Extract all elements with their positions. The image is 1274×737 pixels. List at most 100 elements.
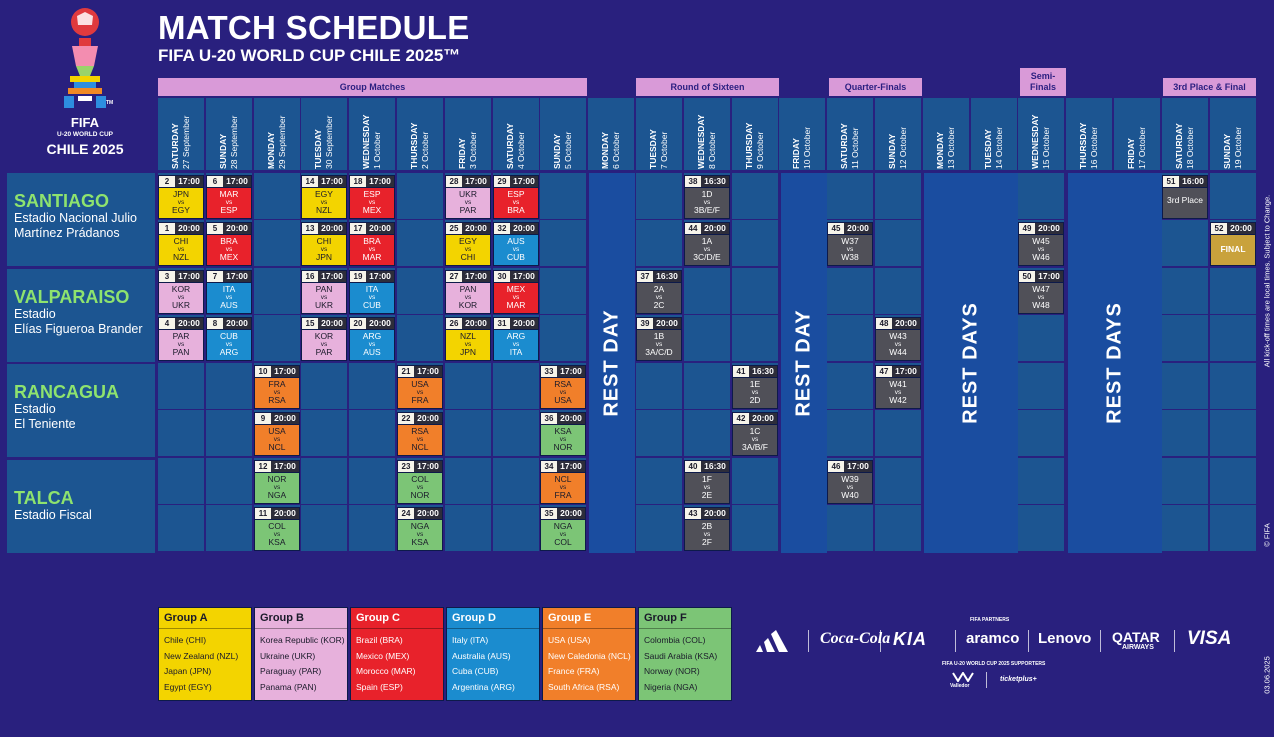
- match-card[interactable]: 38 16:30 1D vs 3B/E/F: [684, 175, 730, 219]
- match-card[interactable]: 19 17:00 ITA vs CUB: [349, 270, 395, 314]
- match-header: 19 17:00: [350, 271, 394, 283]
- match-time: 20:00: [318, 318, 346, 329]
- match-card[interactable]: 15 20:00 KOR vs PAR: [301, 317, 347, 361]
- match-header: 51 16:00: [1163, 176, 1207, 188]
- match-card[interactable]: 32 20:00 AUS vs CUB: [493, 222, 539, 266]
- day-date: 11 October: [850, 127, 860, 169]
- schedule-cell: [1162, 410, 1208, 456]
- match-card[interactable]: 6 17:00 MAR vs ESP: [206, 175, 252, 219]
- match-number: 33: [541, 366, 557, 377]
- match-card[interactable]: 7 17:00 ITA vs AUS: [206, 270, 252, 314]
- match-card[interactable]: 36 20:00 KSA vs NOR: [540, 412, 586, 456]
- day-header: FRIDAY 10 October: [779, 98, 825, 170]
- match-card[interactable]: 23 17:00 COL vs NOR: [397, 460, 443, 504]
- match-card[interactable]: 51 16:00 3rd Place: [1162, 175, 1208, 219]
- vs-label: vs: [751, 435, 759, 443]
- vs-label: vs: [225, 293, 233, 301]
- vs-label: vs: [225, 245, 233, 253]
- match-card[interactable]: 18 17:00 ESP vs MEX: [349, 175, 395, 219]
- match-card[interactable]: 22 20:00 RSA vs NCL: [397, 412, 443, 456]
- match-card[interactable]: 8 20:00 CUB vs ARG: [206, 317, 252, 361]
- match-time: 17:00: [462, 271, 490, 282]
- match-card[interactable]: 41 16:30 1E vs 2D: [732, 365, 778, 409]
- match-card[interactable]: 21 17:00 USA vs FRA: [397, 365, 443, 409]
- match-number: 28: [446, 176, 462, 187]
- match-card[interactable]: 26 20:00 NZL vs JPN: [445, 317, 491, 361]
- match-card[interactable]: 31 20:00 ARG vs ITA: [493, 317, 539, 361]
- schedule-cell: [301, 410, 347, 456]
- match-teams: CHI vs NZL: [159, 235, 203, 263]
- match-card[interactable]: 37 16:30 2A vs 2C: [636, 270, 682, 314]
- match-time: 20:00: [318, 223, 346, 234]
- logo-fifa: FIFA: [70, 115, 100, 130]
- match-card[interactable]: 43 20:00 2B vs 2F: [684, 507, 730, 551]
- match-header: 44 20:00: [685, 223, 729, 235]
- group-team: Panama (PAN): [260, 681, 317, 692]
- match-card[interactable]: 35 20:00 NGA vs COL: [540, 507, 586, 551]
- match-card[interactable]: 14 17:00 EGY vs NZL: [301, 175, 347, 219]
- team-2: AUS: [220, 300, 238, 310]
- match-card[interactable]: 47 17:00 W41 vs W42: [875, 365, 921, 409]
- schedule-cell: [1162, 363, 1208, 409]
- rest-day-label: REST DAY: [792, 309, 815, 417]
- match-card[interactable]: 34 17:00 NCL vs FRA: [540, 460, 586, 504]
- match-card[interactable]: 3 17:00 KOR vs UKR: [158, 270, 204, 314]
- match-card[interactable]: 29 17:00 ESP vs BRA: [493, 175, 539, 219]
- match-card[interactable]: 33 17:00 RSA vs USA: [540, 365, 586, 409]
- day-date: 28 September: [229, 115, 239, 169]
- group-team: Colombia (COL): [644, 635, 706, 645]
- schedule-cell: [827, 410, 873, 456]
- match-card[interactable]: 10 17:00 FRA vs RSA: [254, 365, 300, 409]
- schedule-cell: [875, 505, 921, 551]
- match-card[interactable]: 20 20:00 ARG vs AUS: [349, 317, 395, 361]
- match-card[interactable]: 39 20:00 1B vs 3A/C/D: [636, 317, 682, 361]
- match-card[interactable]: 46 17:00 W39 vs W40: [827, 460, 873, 504]
- adidas-icon: [756, 630, 788, 652]
- match-card[interactable]: 30 17:00 MEX vs MAR: [493, 270, 539, 314]
- match-header: 16 17:00: [302, 271, 346, 283]
- match-card[interactable]: 17 20:00 BRA vs MAR: [349, 222, 395, 266]
- rest-day-column: REST DAY: [781, 173, 827, 553]
- match-card[interactable]: 42 20:00 1C vs 3A/B/F: [732, 412, 778, 456]
- match-teams: USA vs FRA: [398, 378, 442, 406]
- schedule-cell: [1210, 458, 1256, 504]
- vs-label: vs: [177, 245, 185, 253]
- match-card[interactable]: 44 20:00 1A vs 3C/D/E: [684, 222, 730, 266]
- match-time: 20:00: [1227, 223, 1255, 234]
- vs-label: vs: [464, 340, 472, 348]
- match-card[interactable]: 50 17:00 W47 vs W48: [1018, 270, 1064, 314]
- match-card[interactable]: 9 20:00 USA vs NCL: [254, 412, 300, 456]
- match-card[interactable]: 49 20:00 W45 vs W46: [1018, 222, 1064, 266]
- match-card[interactable]: 52 20:00 FINAL: [1210, 222, 1256, 266]
- vs-label: vs: [225, 198, 233, 206]
- match-card[interactable]: 11 20:00 COL vs KSA: [254, 507, 300, 551]
- match-card[interactable]: 28 17:00 UKR vs PAR: [445, 175, 491, 219]
- match-card[interactable]: 27 17:00 PAN vs KOR: [445, 270, 491, 314]
- match-teams: ARG vs AUS: [350, 330, 394, 358]
- match-card[interactable]: 40 16:30 1F vs 2E: [684, 460, 730, 504]
- match-teams: NZL vs JPN: [446, 330, 490, 358]
- match-card[interactable]: 25 20:00 EGY vs CHI: [445, 222, 491, 266]
- match-card[interactable]: 16 17:00 PAN vs UKR: [301, 270, 347, 314]
- schedule-cell: [540, 315, 586, 361]
- schedule-cell: [1018, 458, 1064, 504]
- match-card[interactable]: 12 17:00 NOR vs NGA: [254, 460, 300, 504]
- venue-valparaiso: VALPARAISO Estadio Elías Figueroa Brande…: [7, 269, 155, 362]
- match-card[interactable]: 48 20:00 W43 vs W44: [875, 317, 921, 361]
- partner-qatar-sub: AIRWAYS: [1122, 644, 1154, 651]
- match-number: 31: [494, 318, 510, 329]
- day-header: SATURDAY 11 October: [827, 98, 873, 170]
- group-c-card: Group C Brazil (BRA) Mexico (MEX) Morocco (…: [350, 607, 444, 701]
- match-card[interactable]: 13 20:00 CHI vs JPN: [301, 222, 347, 266]
- match-card[interactable]: 24 20:00 NGA vs KSA: [397, 507, 443, 551]
- match-time: 17:00: [510, 176, 538, 187]
- match-card[interactable]: 45 20:00 W37 vs W38: [827, 222, 873, 266]
- match-card[interactable]: 1 20:00 CHI vs NZL: [158, 222, 204, 266]
- team-2: W48: [1032, 300, 1050, 310]
- match-teams: 1B vs 3A/C/D: [637, 330, 681, 358]
- match-card[interactable]: 4 20:00 PAR vs PAN: [158, 317, 204, 361]
- day-weekday: WEDNESDAY: [361, 114, 371, 169]
- team-2: W44: [889, 347, 907, 357]
- match-card[interactable]: 5 20:00 BRA vs MEX: [206, 222, 252, 266]
- match-card[interactable]: 2 17:00 JPN vs EGY: [158, 175, 204, 219]
